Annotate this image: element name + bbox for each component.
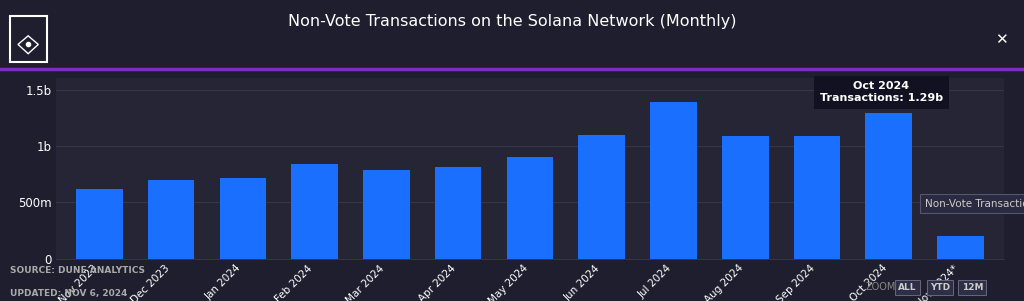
Bar bbox=[291, 164, 338, 259]
Text: ✕: ✕ bbox=[995, 32, 1008, 47]
Bar bbox=[76, 189, 123, 259]
Bar bbox=[435, 167, 481, 259]
Text: UPDATED: NOV 6, 2024: UPDATED: NOV 6, 2024 bbox=[10, 289, 128, 298]
Text: ZOOM: ZOOM bbox=[865, 282, 896, 293]
Text: ALL: ALL bbox=[898, 283, 916, 292]
Bar bbox=[364, 170, 410, 259]
Text: 12M: 12M bbox=[962, 283, 983, 292]
Text: YTD: YTD bbox=[930, 283, 950, 292]
Bar bbox=[579, 135, 625, 259]
Bar bbox=[937, 236, 984, 259]
Text: Non-Vote Transactions on the Solana N…: Non-Vote Transactions on the Solana N… bbox=[925, 199, 1024, 209]
Text: Oct 2024
Transactions: 1.29b: Oct 2024 Transactions: 1.29b bbox=[820, 82, 943, 103]
Bar bbox=[650, 102, 696, 259]
Bar bbox=[794, 136, 841, 259]
Text: Non-Vote Transactions on the Solana Network (Monthly): Non-Vote Transactions on the Solana Netw… bbox=[288, 14, 736, 29]
Bar bbox=[865, 113, 912, 259]
Bar bbox=[507, 157, 553, 259]
Bar bbox=[722, 136, 769, 259]
Bar bbox=[147, 180, 195, 259]
Bar bbox=[219, 178, 266, 259]
Text: SOURCE: DUNE ANALYTICS: SOURCE: DUNE ANALYTICS bbox=[10, 266, 145, 275]
